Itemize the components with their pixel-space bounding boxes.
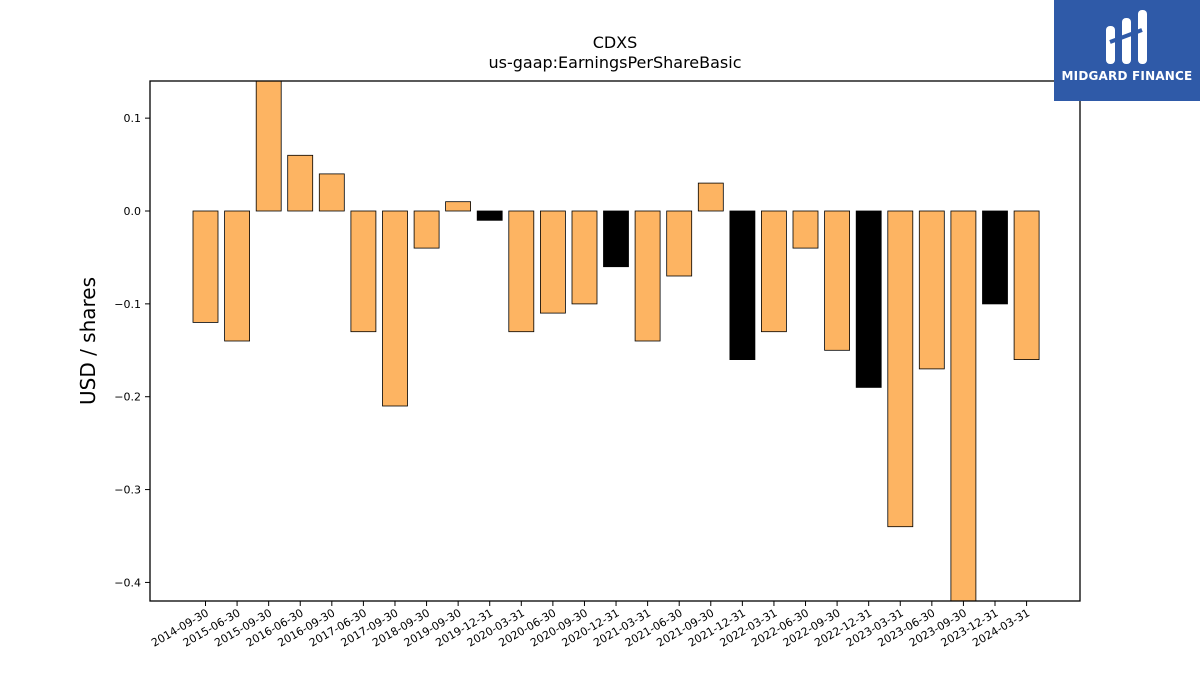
y-axis: 0.1 0.0 −0.1 −0.2 −0.3 −0.4 [114, 112, 150, 589]
bar-2016-09-30 [318, 173, 345, 212]
bar-2020-12-31 [603, 210, 629, 268]
bar-2015-06-30 [224, 210, 251, 342]
bar-2023-09-30 [950, 210, 977, 602]
midgard-logo-icon [1106, 10, 1147, 64]
bar-2019-12-31 [476, 210, 503, 221]
bar-2023-06-30 [918, 210, 945, 370]
y-tick-label: −0.3 [114, 484, 141, 497]
bar-2022-09-30 [824, 210, 850, 351]
bar-2017-09-30 [382, 210, 408, 407]
bar-2021-12-31 [729, 210, 756, 361]
bar-2020-09-30 [571, 210, 598, 305]
logo-text: MIDGARD FINANCE [1061, 69, 1193, 83]
y-tick-label: 0.0 [124, 205, 142, 218]
y-tick-label: 0.1 [124, 112, 142, 125]
y-tick-label: −0.1 [114, 298, 141, 311]
chart-subtitle: us-gaap:EarningsPerShareBasic [488, 53, 741, 72]
bar-2021-03-31 [634, 210, 661, 342]
x-axis: 2014-09-302015-06-302015-09-302016-06-30… [149, 601, 1032, 650]
bar-2022-06-30 [792, 210, 819, 249]
bar-2016-06-30 [287, 154, 314, 212]
bar-2022-03-31 [761, 210, 787, 333]
y-tick-label: −0.4 [114, 576, 141, 589]
bar-2020-06-30 [540, 210, 566, 314]
plot-frame [149, 80, 1081, 602]
bar-2017-06-30 [350, 210, 377, 333]
bar-2015-09-30 [255, 80, 282, 212]
bar-2022-12-31 [855, 210, 882, 388]
bar-2023-03-31 [887, 210, 914, 528]
bars-group [192, 80, 1040, 602]
y-tick-label: −0.2 [114, 391, 141, 404]
bar-2020-03-31 [508, 210, 535, 333]
bar-2024-03-31 [1013, 210, 1040, 361]
midgard-finance-logo: MIDGARD FINANCE [1054, 0, 1200, 101]
y-axis-label: USD / shares [76, 277, 100, 405]
bar-2014-09-30 [192, 210, 219, 323]
bar-2023-12-31 [982, 210, 1008, 305]
bar-2021-09-30 [697, 182, 724, 212]
bar-2018-09-30 [413, 210, 440, 249]
bar-2021-06-30 [666, 210, 693, 277]
chart-title: CDXS [593, 33, 638, 52]
bar-2019-09-30 [445, 201, 472, 212]
